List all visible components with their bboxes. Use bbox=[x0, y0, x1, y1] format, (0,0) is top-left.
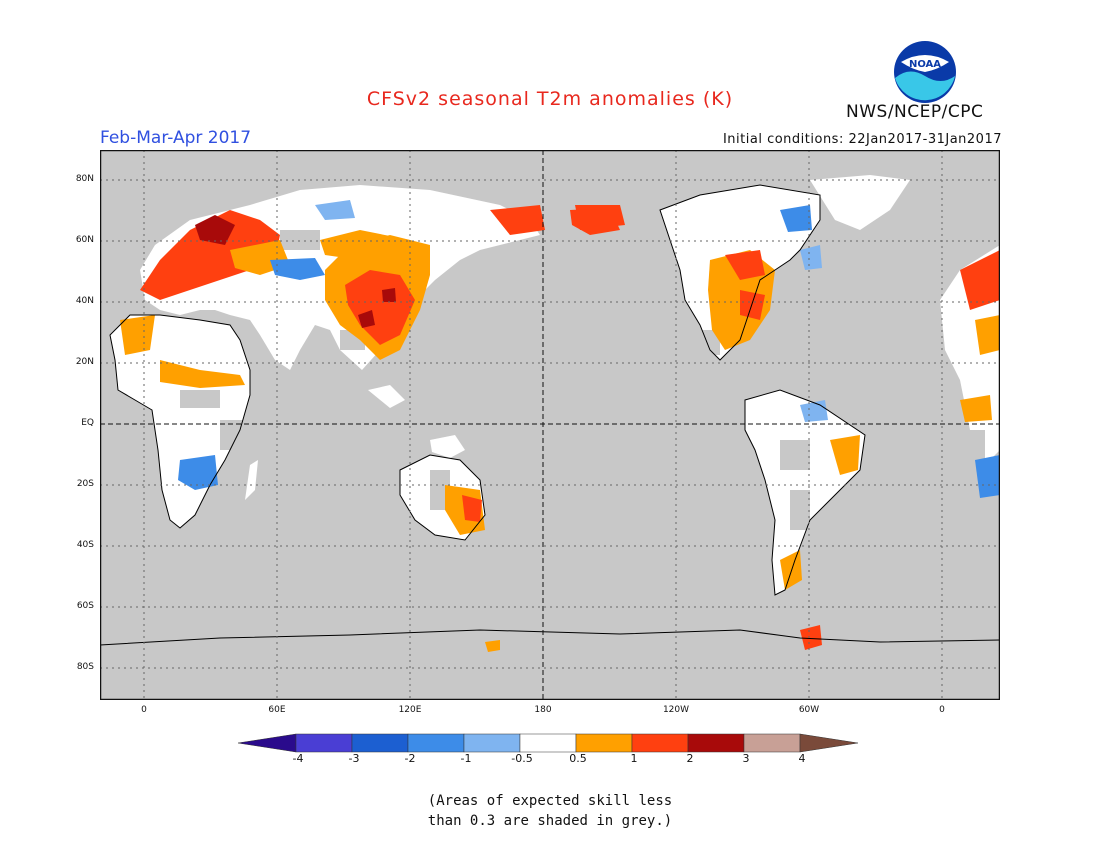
color-scale-bar bbox=[238, 733, 859, 753]
colorbar-segment bbox=[743, 733, 801, 753]
colorbar-label: -1 bbox=[460, 752, 472, 765]
map-border bbox=[100, 150, 1000, 700]
lon-label: 120W bbox=[662, 705, 690, 715]
lat-label: 80S bbox=[76, 662, 94, 672]
colorbar-segment bbox=[295, 733, 353, 753]
colorbar-segment bbox=[519, 733, 577, 753]
lon-label: 60W bbox=[798, 705, 820, 715]
map-title: CFSv2 seasonal T2m anomalies (K) bbox=[366, 88, 734, 110]
cool-anomalies bbox=[178, 200, 1000, 498]
new-guinea-land bbox=[430, 435, 465, 458]
lat-label: 40N bbox=[75, 296, 94, 306]
colorbar-label: -4 bbox=[292, 752, 304, 765]
colorbar-arrow-right bbox=[799, 733, 859, 753]
lat-label: 20N bbox=[75, 357, 94, 367]
lat-label: 20S bbox=[76, 479, 94, 489]
greenland-land bbox=[810, 175, 910, 230]
lat-label: 60N bbox=[75, 235, 94, 245]
colorbar-label: -3 bbox=[348, 752, 360, 765]
indonesia-land bbox=[368, 385, 405, 408]
colorbar-segment bbox=[351, 733, 409, 753]
lat-label: 80N bbox=[75, 174, 94, 184]
colorbar-label: 1 bbox=[630, 752, 638, 765]
colorbar-segments bbox=[238, 733, 859, 753]
initial-conditions: Initial conditions: 22Jan2017-31Jan2017 bbox=[722, 132, 1002, 147]
lon-label: 120E bbox=[398, 705, 422, 715]
footnote-line: (Areas of expected skill less bbox=[427, 793, 673, 809]
lat-label: EQ bbox=[81, 418, 94, 428]
noaa-logo: NOAA bbox=[894, 41, 956, 103]
footnote-line: than 0.3 are shaded in grey.) bbox=[427, 813, 673, 829]
agency-label: NWS/NCEP/CPC bbox=[846, 102, 984, 122]
colorbar-label: 2 bbox=[686, 752, 694, 765]
equator-dateline bbox=[100, 150, 1000, 700]
colorbar-segment bbox=[631, 733, 689, 753]
lon-label: 0 bbox=[141, 705, 147, 715]
colorbar-segment bbox=[687, 733, 745, 753]
logo-text: NOAA bbox=[909, 59, 941, 70]
forecast-period: Feb-Mar-Apr 2017 bbox=[100, 128, 252, 148]
skill-footnote: (Areas of expected skill less than 0.3 a… bbox=[0, 791, 1100, 831]
graticule bbox=[100, 150, 1000, 700]
antarctica-land bbox=[100, 630, 1000, 700]
colorbar-label: 3 bbox=[742, 752, 750, 765]
colorbar-label: 0.5 bbox=[569, 752, 587, 765]
colorbar-label: -0.5 bbox=[511, 752, 533, 765]
colorbar-segment bbox=[407, 733, 465, 753]
lat-label: 60S bbox=[76, 601, 94, 611]
colorbar-label: -2 bbox=[404, 752, 416, 765]
grey-patch bbox=[220, 420, 250, 450]
anomaly-map bbox=[100, 150, 1000, 700]
lon-label: 0 bbox=[939, 705, 945, 715]
lat-label: 40S bbox=[76, 540, 94, 550]
lon-label: 180 bbox=[534, 705, 552, 715]
anomaly-region bbox=[140, 210, 280, 300]
colorbar-label: 4 bbox=[798, 752, 806, 765]
madagascar-land bbox=[245, 460, 258, 500]
colorbar-arrow-left bbox=[238, 733, 297, 753]
colorbar-segment bbox=[463, 733, 521, 753]
coastlines bbox=[100, 184, 1000, 646]
colorbar-segment bbox=[575, 733, 633, 753]
anomaly-region bbox=[270, 258, 325, 280]
lon-label: 60E bbox=[268, 705, 286, 715]
